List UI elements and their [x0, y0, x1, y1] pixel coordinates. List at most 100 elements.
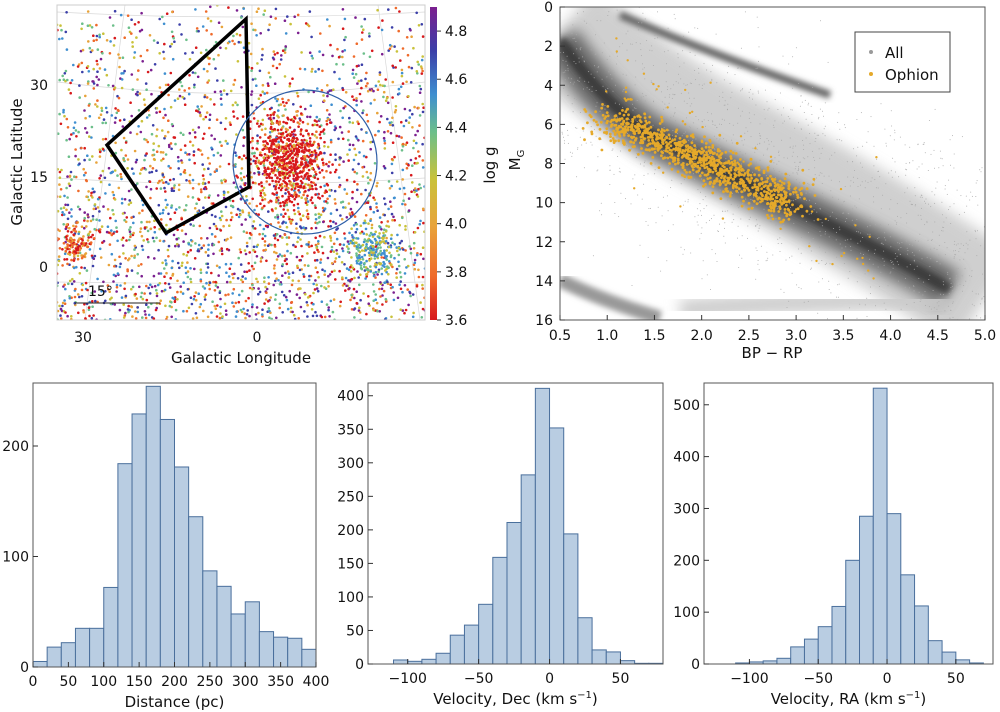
all-star-point: [597, 67, 599, 69]
star-point: [179, 173, 182, 176]
star-point: [411, 315, 415, 319]
star-point: [389, 283, 393, 287]
star-point: [409, 294, 412, 298]
star-point: [276, 114, 279, 117]
star-point: [72, 259, 76, 262]
star-point: [329, 121, 332, 124]
star-point: [391, 241, 394, 244]
star-point: [98, 33, 101, 37]
all-star-point: [927, 239, 929, 241]
all-star-point: [737, 225, 739, 227]
all-star-point: [705, 196, 707, 198]
star-point: [255, 147, 259, 150]
star-point: [384, 78, 388, 81]
star-point: [66, 230, 70, 233]
star-point: [362, 52, 366, 55]
star-point: [89, 241, 93, 244]
star-point: [261, 232, 265, 236]
star-point: [269, 75, 272, 79]
all-star-point: [816, 211, 818, 213]
star-point: [298, 212, 302, 216]
star-point: [268, 139, 272, 143]
star-point: [274, 7, 278, 11]
star-point: [147, 240, 150, 244]
star-point: [304, 201, 308, 205]
all-star-point: [981, 298, 983, 300]
star-point: [203, 167, 206, 171]
star-point: [333, 269, 336, 273]
star-point: [219, 297, 222, 301]
star-point: [141, 316, 144, 319]
star-point: [240, 289, 244, 293]
all-star-point: [949, 206, 951, 208]
star-point: [332, 242, 336, 246]
all-star-point: [694, 178, 695, 180]
star-point: [149, 187, 153, 191]
star-point: [87, 308, 91, 312]
star-point: [104, 192, 107, 195]
star-point: [248, 202, 251, 205]
star-point: [341, 249, 345, 253]
all-star-point: [931, 240, 932, 241]
all-star-point: [933, 247, 935, 249]
star-point: [402, 124, 406, 128]
all-star-point: [716, 126, 718, 128]
star-point: [325, 162, 328, 166]
all-star-point: [658, 27, 660, 29]
star-point: [90, 136, 93, 139]
all-star-point: [950, 310, 952, 311]
star-point: [365, 71, 368, 75]
star-point: [91, 264, 95, 268]
star-point: [302, 151, 306, 154]
all-star-point: [962, 290, 963, 292]
star-point: [288, 174, 291, 178]
star-point: [355, 301, 359, 305]
star-point: [180, 84, 184, 88]
star-point: [341, 8, 345, 11]
all-star-point: [811, 260, 813, 262]
all-star-point: [953, 203, 955, 205]
star-point: [214, 307, 218, 311]
star-point: [159, 272, 163, 275]
star-point: [360, 249, 364, 252]
all-star-point: [976, 255, 978, 257]
star-point: [399, 59, 402, 62]
star-point: [251, 283, 254, 287]
star-point: [109, 216, 112, 220]
star-point: [188, 153, 191, 156]
star-point: [382, 95, 385, 99]
star-point: [88, 158, 91, 161]
all-star-point: [849, 307, 851, 309]
all-star-point: [830, 249, 832, 251]
all-star-point: [610, 74, 612, 75]
star-point: [110, 252, 114, 256]
all-star-point: [907, 289, 909, 291]
all-star-point: [824, 231, 826, 233]
all-star-point: [760, 245, 762, 247]
star-point: [374, 298, 378, 302]
star-point: [202, 117, 205, 121]
star-point: [329, 43, 332, 47]
all-star-point: [783, 224, 785, 226]
star-point: [272, 267, 276, 270]
star-point: [234, 186, 238, 189]
all-star-point: [856, 281, 858, 283]
star-point: [195, 316, 199, 320]
star-point: [170, 204, 174, 207]
star-point: [379, 83, 382, 87]
star-point: [388, 251, 391, 255]
star-point: [303, 165, 306, 169]
star-point: [167, 143, 171, 147]
star-point: [346, 250, 350, 254]
star-point: [101, 169, 105, 173]
all-star-point: [722, 210, 724, 212]
all-star-point: [666, 70, 668, 72]
star-point: [280, 290, 284, 294]
all-star-point: [644, 139, 646, 141]
star-point: [265, 259, 268, 263]
all-star-point: [959, 248, 961, 250]
star-point: [182, 309, 185, 313]
all-star-point: [582, 56, 583, 58]
star-point: [380, 28, 384, 32]
star-point: [80, 225, 84, 228]
